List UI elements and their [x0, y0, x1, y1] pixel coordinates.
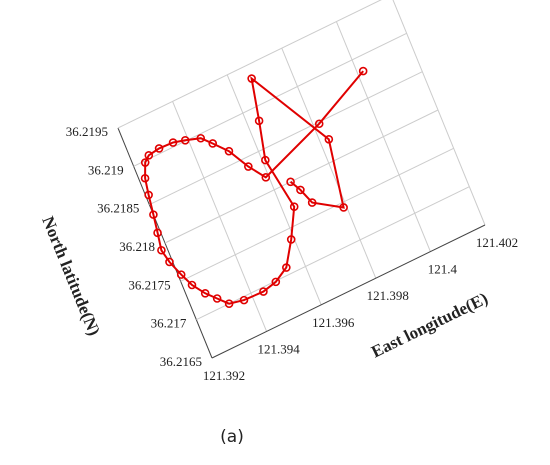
- point: [224, 146, 234, 156]
- point: [261, 155, 270, 165]
- point: [271, 277, 281, 287]
- point: [261, 173, 271, 182]
- grid-line: [211, 224, 486, 359]
- trajectory-line: [144, 70, 364, 305]
- point: [296, 185, 305, 195]
- point: [176, 270, 186, 279]
- x-tick-label: 121.396: [312, 315, 355, 330]
- point: [254, 116, 264, 126]
- point: [144, 190, 153, 200]
- point: [165, 257, 174, 267]
- y-tick-label: 36.218: [119, 239, 155, 254]
- x-tick-label: 121.392: [203, 368, 245, 383]
- point: [247, 74, 256, 83]
- x-tick-label: 121.4: [428, 262, 458, 277]
- grid-line: [117, 0, 382, 129]
- point: [314, 119, 324, 129]
- point: [153, 228, 162, 238]
- point: [282, 263, 291, 272]
- y-axis-title: North latitude(N): [38, 214, 104, 339]
- x-tick-label: 121.402: [476, 235, 518, 250]
- grid-line: [149, 71, 423, 206]
- point: [149, 210, 158, 219]
- y-tick-label: 36.2185: [97, 201, 139, 216]
- grid-line: [164, 109, 439, 244]
- x-tick-label: 121.398: [367, 288, 409, 303]
- y-tick-label: 36.2165: [160, 354, 202, 369]
- grid-line: [180, 147, 454, 282]
- point: [154, 144, 164, 153]
- point: [208, 139, 218, 148]
- point: [140, 158, 150, 167]
- point: [157, 245, 166, 255]
- point: [286, 235, 296, 244]
- point: [286, 177, 295, 187]
- y-tick-label: 36.217: [151, 316, 187, 331]
- point: [180, 135, 190, 145]
- point: [239, 295, 249, 305]
- y-tick-label: 36.2175: [128, 277, 170, 292]
- caption: (a): [220, 427, 244, 447]
- point: [244, 162, 253, 171]
- grid-line: [133, 32, 407, 167]
- point: [259, 287, 268, 296]
- y-tick-label: 36.219: [88, 162, 124, 177]
- point: [307, 198, 317, 207]
- point: [324, 134, 334, 144]
- point: [187, 280, 197, 290]
- point: [168, 138, 178, 147]
- point: [358, 66, 368, 76]
- point: [144, 150, 154, 160]
- point: [196, 133, 206, 143]
- point: [289, 202, 299, 212]
- y-tick-label: 36.2195: [66, 124, 108, 139]
- point: [224, 299, 234, 309]
- point: [212, 294, 222, 303]
- point: [200, 288, 210, 298]
- point: [140, 173, 150, 183]
- point: [339, 203, 348, 212]
- x-tick-label: 121.394: [257, 341, 300, 356]
